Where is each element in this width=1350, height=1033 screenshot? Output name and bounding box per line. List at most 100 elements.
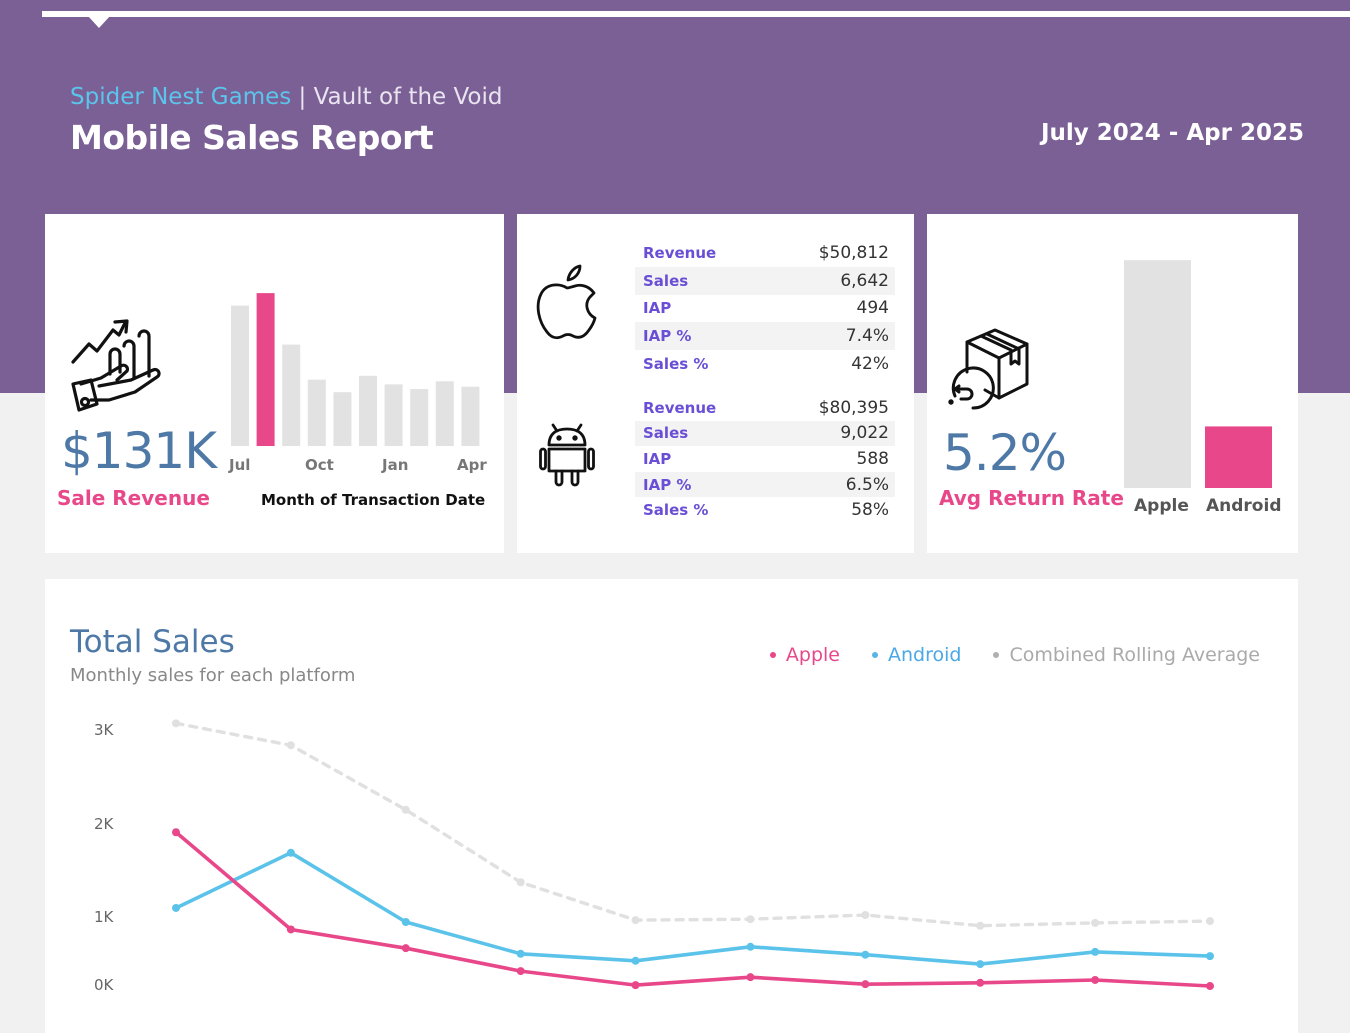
point-combined-rolling-average-sep[interactable] [401, 805, 410, 814]
android-stats-table: Revenue $80,395 Sales 9,022 IAP 588 IAP % 6.… [635, 395, 895, 523]
revenue-bar-jan[interactable] [384, 384, 403, 446]
apple-stat-row: Revenue $50,812 [643, 242, 889, 263]
legend-label-android: Android [887, 644, 962, 666]
point-apple-sep[interactable] [401, 944, 410, 953]
point-android-sep[interactable] [401, 918, 410, 926]
box-return-icon [948, 328, 1029, 410]
revenue-bar-oct[interactable] [307, 379, 326, 446]
return-rate-value: 5.2% [943, 424, 1067, 482]
y-tick-2k: 2K [94, 815, 115, 833]
sale-revenue-value: $131K [61, 422, 217, 480]
point-apple-jan[interactable] [861, 980, 870, 989]
legend-dot-android [871, 652, 878, 658]
apple-stat-row: IAP 494 [643, 298, 889, 319]
monthly-revenue-bar-chart [231, 293, 480, 446]
android-stat-row: IAP % 6.5% [635, 471, 895, 498]
android-stat-row: IAP 588 [643, 448, 889, 469]
legend-item-rolling-average[interactable]: Combined Rolling Average [993, 644, 1260, 666]
legend-label-rolling-average: Combined Rolling Average [1009, 644, 1260, 666]
revenue-bar-mar[interactable] [435, 381, 454, 446]
point-combined-rolling-average-mar[interactable] [1091, 918, 1100, 927]
chart-legend: Apple Android Combined Rolling Average [769, 644, 1260, 666]
apple-stat-row: Sales 6,642 [635, 266, 895, 295]
game-name: Vault of the Void [313, 84, 503, 110]
point-apple-jul[interactable] [172, 828, 180, 837]
x-tick-oct: Oct [305, 456, 334, 474]
point-apple-dec[interactable] [746, 973, 755, 982]
x-tick-jan: Jan [382, 456, 409, 474]
series-line-android[interactable] [174, 850, 1212, 966]
brand-separator: | [298, 84, 307, 110]
y-tick-0k: 0K [94, 976, 115, 994]
x-tick-apr: Apr [457, 456, 487, 474]
revenue-bar-aug[interactable] [256, 293, 275, 446]
bar-label-android: Android [1206, 496, 1282, 516]
chart-title: Total Sales [70, 624, 235, 660]
point-android-aug[interactable] [286, 848, 295, 857]
sale-revenue-label: Sale Revenue [57, 486, 210, 510]
point-combined-rolling-average-jul[interactable] [172, 719, 180, 728]
return-rate-card: 5.2% Avg Return Rate Apple Android [927, 214, 1298, 553]
android-stat-row: Revenue $80,395 [643, 397, 889, 418]
point-android-nov[interactable] [631, 956, 640, 965]
brand-line: Spider Nest Games | Vault of the Void [70, 84, 503, 110]
point-apple-mar[interactable] [1091, 975, 1100, 984]
legend-dot-apple [769, 652, 776, 658]
date-range: July 2024 - Apr 2025 [1040, 120, 1304, 146]
return-rate-bar-chart [1124, 260, 1272, 488]
point-combined-rolling-average-aug[interactable] [286, 741, 295, 750]
point-apple-aug[interactable] [286, 925, 295, 934]
point-android-jan[interactable] [861, 950, 870, 959]
point-combined-rolling-average-jan[interactable] [861, 910, 870, 919]
legend-item-android[interactable]: Android [871, 644, 962, 666]
point-apple-apr[interactable] [1206, 982, 1214, 991]
legend-item-apple[interactable]: Apple [769, 644, 840, 666]
point-combined-rolling-average-nov[interactable] [631, 916, 640, 925]
return-bar-apple[interactable] [1124, 260, 1191, 488]
point-combined-rolling-average-apr[interactable] [1206, 917, 1214, 926]
chart-subtitle: Monthly sales for each platform [70, 665, 356, 686]
revenue-bar-dec[interactable] [359, 375, 377, 446]
revenue-bar-jul[interactable] [231, 305, 249, 446]
company-name: Spider Nest Games [70, 84, 292, 110]
point-android-feb[interactable] [976, 960, 985, 969]
point-android-jul[interactable] [172, 903, 180, 912]
page-title: Mobile Sales Report [70, 118, 434, 157]
point-android-apr[interactable] [1206, 952, 1214, 961]
revenue-bar-feb[interactable] [410, 389, 429, 446]
total-sales-card: Total Sales Monthly sales for each platf… [45, 579, 1298, 1033]
android-stat-row: Sales 9,022 [635, 420, 895, 447]
point-android-mar[interactable] [1091, 947, 1100, 956]
apple-stat-row: Sales % 42% [643, 354, 889, 375]
revenue-bar-sep[interactable] [282, 344, 301, 446]
point-combined-rolling-average-dec[interactable] [746, 915, 755, 924]
apple-stat-row: IAP % 7.4% [635, 322, 895, 351]
point-combined-rolling-average-feb[interactable] [976, 921, 985, 930]
platform-stats-card: Revenue $50,812 Sales 6,642 IAP 494 IAP % 7.… [517, 214, 914, 553]
return-rate-label: Avg Return Rate [939, 486, 1124, 510]
active-tab-indicator [88, 16, 110, 28]
apple-stats-table: Revenue $50,812 Sales 6,642 IAP 494 IAP % 7.… [635, 239, 895, 378]
series-line-combined-rolling-average[interactable] [174, 721, 1212, 928]
series-line-apple[interactable] [174, 830, 1212, 988]
legend-label-apple: Apple [785, 644, 840, 666]
y-tick-1k: 1K [94, 908, 115, 926]
x-tick-jul: Jul [229, 456, 251, 474]
hand-growth-chart-icon [71, 319, 161, 412]
point-android-oct[interactable] [516, 949, 525, 958]
point-apple-feb[interactable] [976, 978, 985, 987]
y-tick-3k: 3K [94, 721, 115, 739]
top-nav-line [42, 11, 1350, 17]
x-axis-title: Month of Transaction Date [261, 491, 486, 509]
revenue-bar-apr[interactable] [461, 386, 480, 446]
point-android-dec[interactable] [746, 942, 755, 951]
android-icon [539, 423, 595, 487]
point-apple-oct[interactable] [516, 967, 525, 976]
total-sales-line-chart: 0K 1K 2K 3K [94, 719, 1214, 994]
point-apple-nov[interactable] [631, 981, 640, 990]
revenue-bar-nov[interactable] [333, 392, 352, 446]
return-bar-android[interactable] [1205, 426, 1272, 488]
revenue-card: $131K Sale Revenue Jul Oct Jan Apr Month… [45, 214, 504, 553]
point-combined-rolling-average-oct[interactable] [516, 878, 525, 887]
android-stat-row: Sales % 58% [643, 500, 889, 521]
